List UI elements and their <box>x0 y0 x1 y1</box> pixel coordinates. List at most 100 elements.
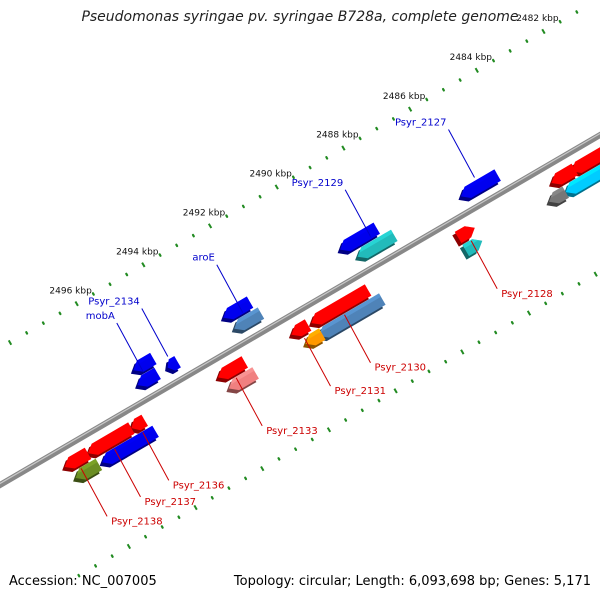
gene-arrow[interactable] <box>88 422 135 455</box>
callout-line <box>344 189 372 239</box>
gene-highlight <box>341 222 376 246</box>
minor-tick <box>491 58 495 63</box>
gene-highlight <box>320 293 381 333</box>
gene-psyr-2137[interactable] <box>85 422 135 459</box>
gene-highlight <box>552 163 574 180</box>
gene-feature[interactable] <box>546 186 570 207</box>
callout-line <box>114 448 141 498</box>
gene-arrow[interactable] <box>319 293 386 338</box>
gene-label[interactable]: Psyr_2138 <box>111 516 163 527</box>
minor-tick <box>25 331 29 335</box>
minor-tick <box>175 243 179 248</box>
genome-backbone <box>0 131 600 489</box>
gene-psyr-2130[interactable] <box>308 284 372 329</box>
major-tick <box>474 67 479 73</box>
gene-psyr-2127[interactable] <box>458 169 501 202</box>
label-layer: Psyr_2127 Psyr_2128 Psyr_2129 Psyr_2130 Psyr… <box>80 118 553 527</box>
minor-tick <box>558 19 562 24</box>
minor-tick <box>191 233 195 238</box>
gene-arrow[interactable] <box>223 296 254 320</box>
gene-label[interactable]: Psyr_2128 <box>501 289 553 300</box>
gene-highlight <box>134 352 152 367</box>
minor-tick <box>94 564 98 568</box>
tick-label: 2496 kbp <box>49 286 92 296</box>
gene-highlight <box>224 296 249 314</box>
gene-highlight <box>219 356 244 374</box>
gene-psyr-2134[interactable] <box>165 356 181 375</box>
gene-arrow[interactable] <box>234 307 265 331</box>
gene-highlight <box>307 328 321 340</box>
gene-label[interactable]: aroE <box>192 253 214 264</box>
minor-tick <box>110 554 114 558</box>
major-tick <box>326 427 332 433</box>
gene-label[interactable]: Psyr_2134 <box>88 297 140 308</box>
minor-tick <box>144 534 148 539</box>
gene-label[interactable]: Psyr_2131 <box>335 386 387 397</box>
tick-label: 2488 kbp <box>316 131 359 141</box>
gene-label[interactable]: Psyr_2137 <box>145 497 197 508</box>
gene-label[interactable]: Psyr_2130 <box>375 363 427 374</box>
gene-label[interactable]: Psyr_2127 <box>395 118 447 129</box>
gene-arrow[interactable] <box>311 284 372 325</box>
gene-feature[interactable] <box>569 127 600 177</box>
minor-tick <box>510 320 514 325</box>
major-tick <box>407 106 413 112</box>
gene-feature[interactable] <box>316 293 386 342</box>
gene-arrow[interactable] <box>228 367 259 391</box>
gene-feature[interactable] <box>563 148 600 198</box>
gene-label[interactable]: mobA <box>86 311 115 322</box>
gene-psyr-2133[interactable] <box>215 356 248 383</box>
minor-tick <box>291 175 295 180</box>
minor-tick <box>375 126 379 131</box>
tick-layer: 2482 kbp 2484 kbp 2486 kbp 2488 kbp 2490 kbp… <box>7 10 598 578</box>
gene-arrow[interactable] <box>357 229 398 259</box>
gene-arrow[interactable] <box>549 186 569 204</box>
gene-highlight <box>292 319 307 331</box>
gene-arrow[interactable] <box>291 319 312 337</box>
gene-highlight <box>230 367 255 385</box>
gene-psyr-2131[interactable] <box>288 319 312 340</box>
gene-feature[interactable] <box>337 222 380 255</box>
gene-arrow[interactable] <box>75 458 103 480</box>
gene-arrow[interactable] <box>305 328 326 346</box>
gene-arrow[interactable] <box>551 163 579 185</box>
gene-highlight <box>132 414 144 425</box>
gene-arrow[interactable] <box>137 367 161 387</box>
genome-summary-text: Topology: circular; Length: 6,093,698 bp… <box>233 574 591 589</box>
accession-text: Accession: NC_007005 <box>9 574 157 589</box>
gene-feature[interactable] <box>226 367 259 394</box>
minor-tick <box>210 496 214 500</box>
major-tick <box>260 465 265 472</box>
gene-arrow[interactable] <box>64 447 92 469</box>
gene-psyr-2138[interactable] <box>62 447 92 472</box>
gene-arrow[interactable] <box>340 222 380 252</box>
callout-line <box>304 337 331 387</box>
tick-label: 2484 kbp <box>450 53 493 63</box>
minor-tick <box>91 292 95 296</box>
gene-psyr-2128[interactable] <box>452 226 475 247</box>
gene-psyr-2129[interactable] <box>355 229 398 262</box>
minor-tick <box>477 340 481 345</box>
gene-feature[interactable] <box>130 352 157 376</box>
minor-tick <box>258 194 262 199</box>
minor-tick <box>410 379 414 383</box>
gene-moba[interactable] <box>135 367 161 391</box>
gene-arrow[interactable] <box>218 356 248 380</box>
minor-tick <box>577 282 581 286</box>
minor-tick <box>458 78 462 82</box>
gene-arrow[interactable] <box>461 169 501 198</box>
gene-feature[interactable] <box>220 296 254 323</box>
minor-tick <box>344 418 348 422</box>
minor-tick <box>310 437 314 442</box>
gene-psyr-2136[interactable] <box>128 414 148 434</box>
gene-label[interactable]: Psyr_2129 <box>292 178 344 189</box>
gene-feature[interactable] <box>549 163 579 189</box>
major-tick <box>460 349 465 355</box>
gene-aroe[interactable] <box>231 307 265 334</box>
minor-tick <box>391 117 395 121</box>
gene-label[interactable]: Psyr_2133 <box>266 426 318 437</box>
gene-label[interactable]: Psyr_2136 <box>173 480 225 491</box>
minor-tick <box>560 291 564 296</box>
gene-arrow[interactable] <box>133 352 157 372</box>
